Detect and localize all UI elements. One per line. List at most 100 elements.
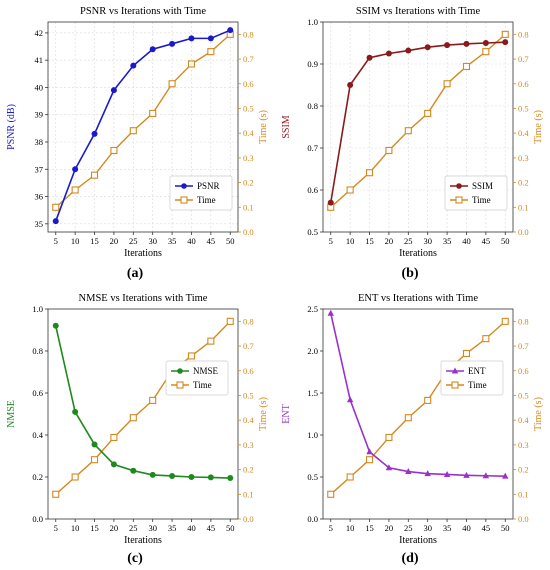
time-point (52, 203, 60, 211)
y-tick-label: 35 (35, 219, 44, 229)
ent-panel: ENT vs Iterations with Time 5 10 15 20 25 30 35… (275, 287, 550, 552)
psnr-point (110, 87, 117, 94)
ssim-point (385, 50, 392, 57)
time-point (385, 433, 393, 442)
time-point (207, 48, 215, 56)
x-tick-label: 35 (168, 236, 177, 246)
legend-marker-time (455, 196, 463, 204)
legend: PSNR Time (169, 175, 233, 211)
x-axis-label: Iterations (399, 248, 437, 259)
x-tick-label: 45 (482, 236, 491, 246)
time-point (90, 171, 99, 179)
plot-frame (322, 308, 514, 520)
ent-point (327, 309, 334, 316)
y-axis-label: PSNR (dB) (6, 104, 17, 150)
x-tick-label: 40 (187, 523, 196, 533)
y2-tick-label: 0.3 (518, 153, 529, 163)
ssim-point (405, 47, 412, 54)
x-tick-label: 50 (226, 236, 235, 246)
time-point (71, 473, 79, 481)
legend: SSIM Time (444, 175, 508, 211)
x-tick-label: 45 (482, 523, 491, 533)
legend-marker-primary (451, 367, 459, 374)
x-tick-label: 30 (148, 236, 157, 246)
y2-tick-label: 0.6 (518, 366, 529, 376)
x-tick-label: 15 (90, 236, 99, 246)
y-tick-label: 0.5 (307, 472, 318, 482)
y2-tick-label: 0.2 (518, 465, 529, 475)
y2-tick-label: 0.0 (518, 514, 529, 524)
y-axis-label: ENT (281, 404, 292, 423)
x-tick-label: 45 (207, 236, 216, 246)
psnr-panel: PSNR vs Iterations with Time 5 10 15 20 25 30 3… (0, 0, 275, 265)
y-tick-label: 0.5 (307, 227, 318, 237)
x-tick-label: 15 (365, 523, 374, 533)
y2-tick-label: 0.2 (243, 465, 254, 475)
nmse-point (52, 322, 59, 329)
nmse-point (207, 474, 214, 481)
legend-marker-time (451, 381, 459, 389)
ssim-point (347, 82, 354, 88)
nmse-point (91, 441, 98, 448)
x-tick-label: 20 (110, 523, 119, 533)
time-point (149, 396, 157, 404)
time-point (187, 60, 196, 68)
nmse-series-line (54, 325, 231, 479)
legend-label-time: Time (472, 195, 491, 205)
time-point (365, 456, 374, 464)
psnr-point (207, 35, 214, 42)
ent-point (424, 470, 431, 477)
y-tick-label: 41 (35, 55, 44, 65)
y2-tick-label: 0.0 (243, 227, 254, 237)
x-axis-label: Iterations (124, 535, 162, 546)
ssim-point (366, 54, 373, 61)
psnr-point (52, 218, 59, 225)
ent-point (405, 468, 412, 475)
x-tick-label: 50 (226, 523, 235, 533)
plot-frame (47, 21, 239, 233)
chart-title: NMSE vs Iterations with Time (79, 293, 208, 304)
caption-c: (c) (127, 551, 143, 566)
ssim-series-line (329, 41, 506, 203)
y2-tick-label: 0.8 (243, 316, 254, 326)
time-point (462, 62, 471, 71)
y2-tick-label: 0.1 (518, 489, 529, 499)
ssim-point (482, 40, 489, 46)
psnr-point (169, 40, 176, 47)
legend-marker-primary (177, 368, 183, 374)
nmse-point (72, 408, 79, 415)
y-tick-label: 0.7 (307, 143, 318, 153)
x-tick-label: 35 (168, 523, 177, 533)
legend-marker-primary (456, 183, 462, 189)
time-point (404, 127, 412, 135)
legend-label-time: Time (197, 195, 216, 205)
y-tick-label: 38 (35, 137, 44, 147)
y2-tick-label: 0.4 (243, 415, 254, 425)
x-tick-label: 10 (71, 523, 80, 533)
y2-tick-label: 0.8 (518, 316, 529, 326)
time-point (346, 473, 354, 481)
chart-title: SSIM vs Iterations with Time (356, 6, 481, 17)
legend-label-time: Time (193, 380, 212, 390)
y2-tick-label: 0.1 (518, 202, 529, 212)
x-tick-label: 25 (404, 236, 413, 246)
y2-tick-label: 0.7 (518, 54, 529, 64)
y2-tick-label: 0.0 (518, 227, 529, 237)
x-tick-label: 20 (385, 523, 394, 533)
y-tick-label: 1.0 (307, 17, 318, 27)
y2-axis-label: Time (s) (533, 110, 544, 144)
time-point (52, 490, 60, 498)
y2-tick-label: 0.3 (243, 440, 254, 450)
y-tick-label: 2.0 (307, 346, 318, 356)
x-tick-label: 20 (385, 236, 394, 246)
time-point (462, 349, 471, 358)
time-series-line (330, 320, 506, 495)
chart-title: PSNR vs Iterations with Time (80, 6, 206, 17)
x-tick-label: 25 (129, 236, 138, 246)
psnr-point (130, 62, 137, 69)
y-tick-label: 0.4 (32, 430, 43, 440)
time-point (129, 414, 137, 422)
legend-label-primary: ENT (468, 366, 486, 376)
x-tick-label: 50 (501, 236, 510, 246)
y2-tick-label: 0.4 (243, 128, 254, 138)
